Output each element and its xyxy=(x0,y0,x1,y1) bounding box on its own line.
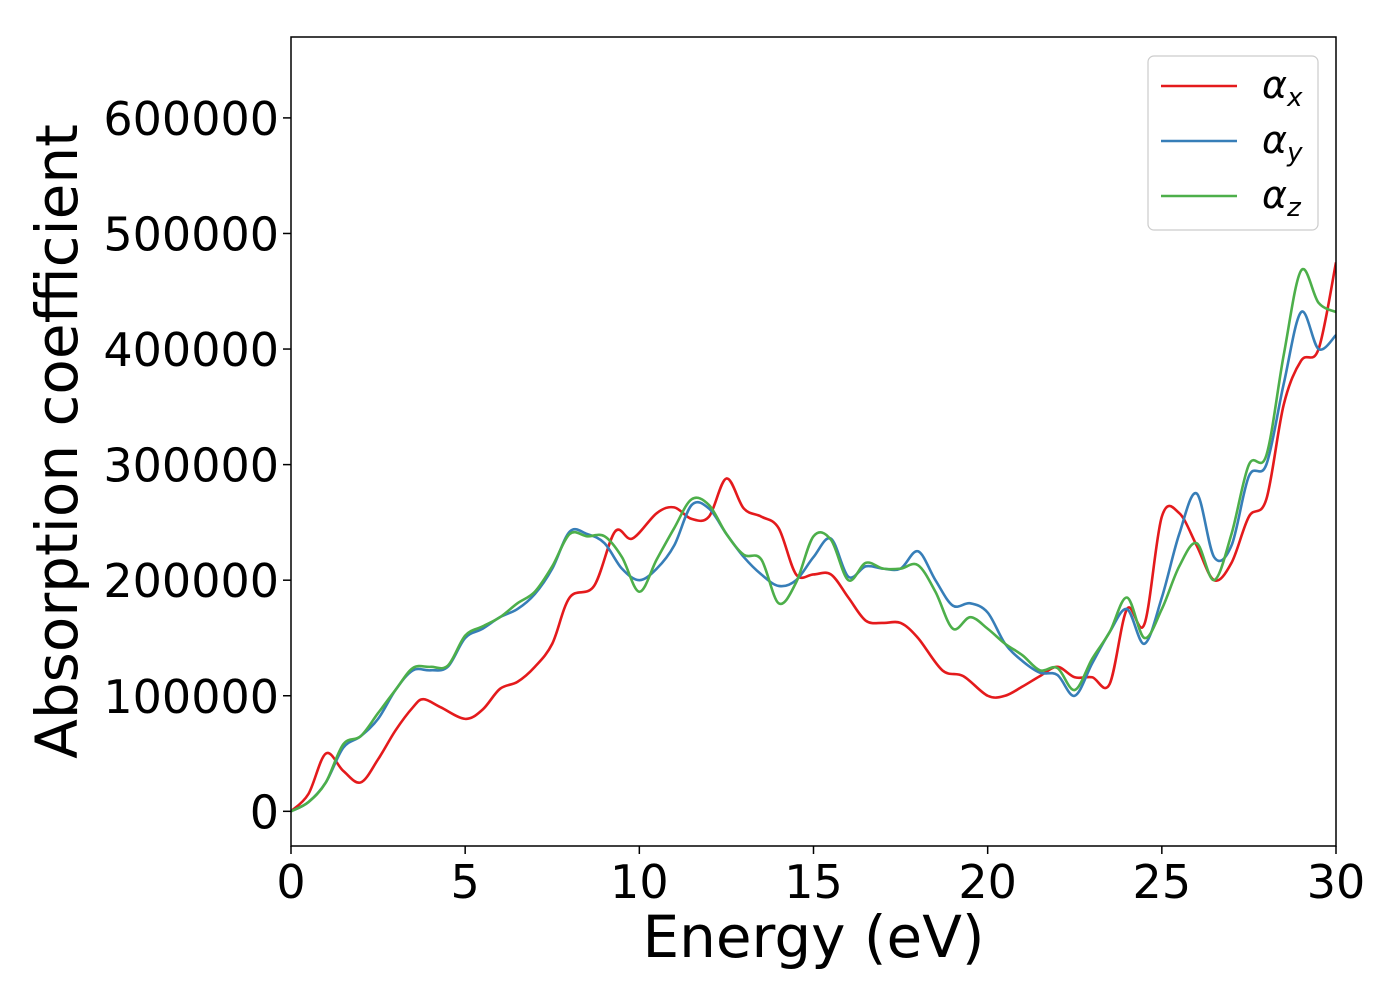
y-tick-label: 600000 xyxy=(103,92,279,146)
y-axis-label: Absorption coefficient xyxy=(23,124,91,759)
x-tick-label: 10 xyxy=(610,855,669,909)
x-tick-label: 25 xyxy=(1133,855,1192,909)
y-tick-label: 300000 xyxy=(103,439,279,493)
legend-label-x: αx xyxy=(1262,63,1303,113)
series-line-y xyxy=(291,310,1336,813)
x-tick-label: 30 xyxy=(1307,855,1366,909)
y-tick-label: 100000 xyxy=(103,670,279,724)
x-tick-label: 0 xyxy=(276,855,305,909)
x-tick-label: 20 xyxy=(958,855,1017,909)
x-axis: 0 5 10 15 20 25 30 xyxy=(276,846,1365,909)
legend-label-z: αz xyxy=(1262,173,1302,223)
series-lines xyxy=(291,262,1336,813)
legend-box xyxy=(1147,55,1319,231)
y-tick-label: 500000 xyxy=(103,207,279,261)
y-tick-label: 0 xyxy=(250,785,279,839)
y-axis: 0 100000 200000 300000 400000 500000 600000 xyxy=(103,92,291,839)
y-tick-label: 200000 xyxy=(103,554,279,608)
series-line-z xyxy=(291,267,1336,813)
series-line-x xyxy=(291,262,1336,813)
x-tick-label: 5 xyxy=(451,855,480,909)
legend-label-y: αy xyxy=(1262,118,1303,168)
x-axis-label: Energy (eV) xyxy=(642,903,984,971)
y-tick-label: 400000 xyxy=(103,323,279,377)
x-tick-label: 15 xyxy=(784,855,843,909)
